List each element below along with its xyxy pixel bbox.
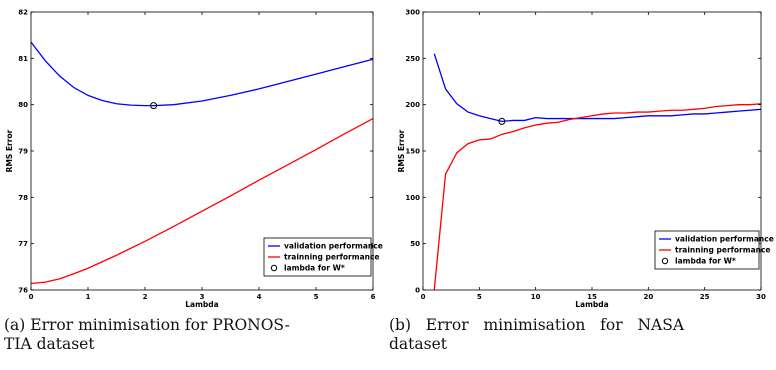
legend-box [654, 230, 760, 270]
x-tick-label: 1 [86, 293, 91, 301]
series-line-training [433, 103, 762, 291]
y-tick-label: 50 [410, 240, 420, 248]
y-tick-label: 300 [405, 9, 420, 17]
x-tick-label: 0 [421, 293, 426, 301]
chart-1: 0 5 10 15 20 25 30050100150200250300LambdaRMS … [397, 9, 774, 310]
y-tick-label: 0 [415, 287, 420, 295]
caption-b: (b) Error minimisation for NASA dataset [389, 316, 684, 354]
legend: validation performance trainning performa… [654, 230, 774, 270]
y-tick-label: 79 [18, 148, 28, 156]
chart-0: 0 1 2 3 4 5 6 76 77 78 79 80 81 82 Lambda RMS Error vali… [5, 9, 383, 310]
y-tick-label: 150 [405, 148, 420, 156]
x-tick-label: 5 [477, 293, 482, 301]
y-tick-label: 100 [405, 194, 420, 202]
x-tick-label: 15 [587, 293, 597, 301]
x-tick-label: 30 [756, 293, 766, 301]
y-tick-label: 80 [18, 101, 28, 109]
optimal-lambda-marker [498, 117, 506, 125]
caption-b-line2: dataset [389, 335, 447, 353]
y-axis-label: RMS Error [397, 129, 406, 172]
series-line-validation [30, 41, 374, 107]
y-tick-label: 76 [18, 287, 28, 295]
y-tick-label: 250 [405, 55, 420, 63]
legend-entry-marker-label: lambda for W* [675, 257, 736, 266]
x-tick-label: 20 [643, 293, 653, 301]
legend-entry-training-label: trainning performance [284, 253, 380, 262]
optimal-lambda-marker [150, 102, 158, 110]
y-tick-label: 77 [18, 240, 28, 248]
legend-entry-validation-label: validation performance [675, 235, 774, 244]
y-tick-label: 78 [18, 194, 28, 202]
legend-entry-marker-swatch [270, 264, 278, 272]
x-tick-label: 0 [29, 293, 34, 301]
x-tick-label: 5 [314, 293, 319, 301]
caption-a-line2: TIA dataset [4, 335, 95, 353]
legend-entry-validation-label: validation performance [284, 242, 383, 251]
series-line-validation [433, 53, 762, 123]
legend-entry-training-label: trainning performance [675, 246, 771, 255]
x-axis-label: Lambda [185, 300, 218, 309]
legend: validation performance trainning performa… [263, 237, 383, 277]
caption-b-line1: (b) Error minimisation for NASA [389, 316, 685, 334]
x-axis-label: Lambda [575, 300, 608, 309]
x-tick-label: 10 [531, 293, 541, 301]
y-tick-label: 82 [18, 9, 28, 17]
caption-a-line1: (a) Error minimisation for PRONOS- [4, 316, 290, 334]
x-tick-label: 6 [371, 293, 376, 301]
x-tick-label: 3 [200, 293, 205, 301]
legend-entry-marker-swatch [661, 257, 669, 265]
legend-entry-marker-label: lambda for W* [284, 264, 345, 273]
x-tick-label: 4 [257, 293, 262, 301]
y-tick-label: 81 [18, 55, 28, 63]
y-tick-label: 200 [405, 101, 420, 109]
y-axis-label: RMS Error [5, 129, 14, 172]
x-tick-label: 25 [700, 293, 710, 301]
legend-box [263, 237, 372, 277]
series-line-training [30, 117, 374, 285]
caption-a: (a) Error minimisation for PRONOS- TIA d… [4, 316, 290, 354]
x-tick-label: 2 [143, 293, 148, 301]
